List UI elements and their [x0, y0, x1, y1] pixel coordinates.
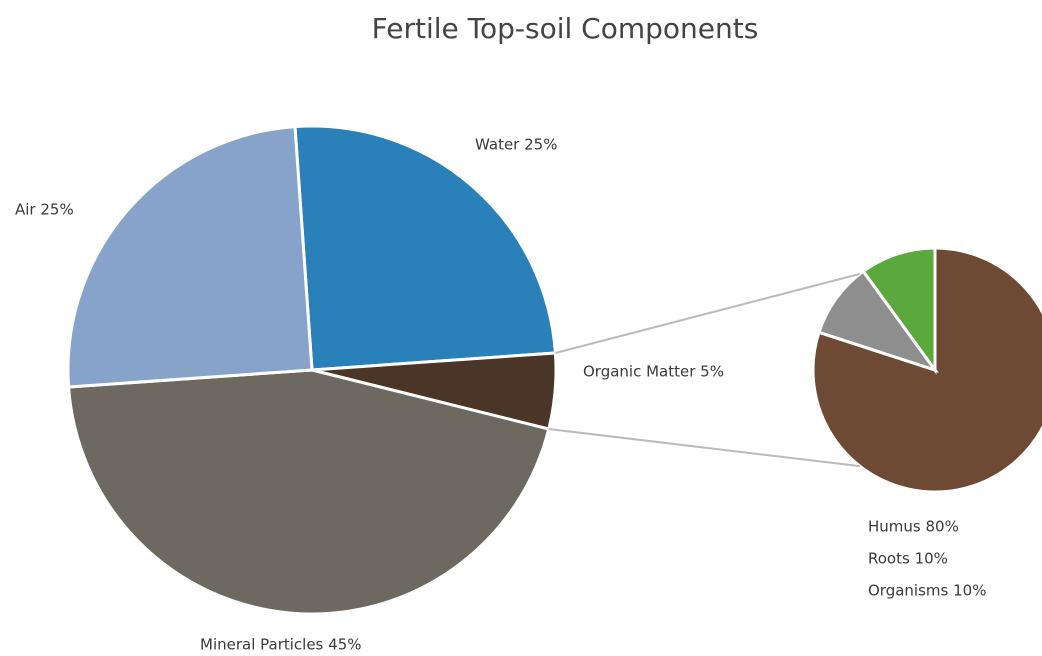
chart-title: Fertile Top-soil Components	[372, 12, 759, 45]
data-label: Roots 10%	[868, 550, 948, 568]
data-label: Mineral Particles 45%	[200, 636, 361, 654]
pie-slice	[66, 124, 314, 389]
connector-line	[555, 272, 861, 354]
pie-slice	[861, 246, 937, 375]
pie-slice	[811, 246, 1042, 494]
data-label: Humus 80%	[868, 518, 959, 536]
data-label: Water 25%	[475, 136, 557, 154]
pie-slice	[293, 124, 558, 372]
connector-line	[548, 428, 861, 468]
pie-slice	[66, 368, 551, 616]
data-label: Air 25%	[15, 201, 74, 219]
data-label: Organic Matter 5%	[583, 363, 724, 381]
data-label: Organisms 10%	[868, 582, 986, 600]
